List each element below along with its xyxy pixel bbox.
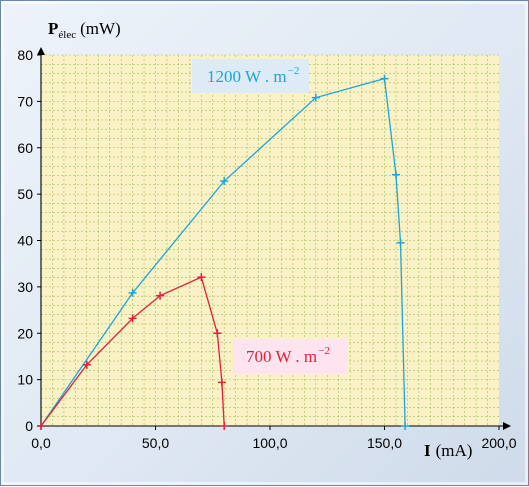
y-tick-label: 60: [17, 140, 33, 156]
data-point: [220, 422, 229, 430]
data-point: [220, 177, 229, 186]
y-tick-label: 30: [17, 279, 33, 295]
svg-text:1200 W . m−2: 1200 W . m−2: [207, 65, 299, 86]
y-tick-label: 10: [17, 372, 33, 388]
y-axis-title-main: P: [48, 19, 58, 38]
series-label-700-exp: −2: [318, 345, 330, 357]
data-point: [213, 329, 222, 338]
series-label-700: 700 W . m−2: [233, 339, 347, 374]
y-axis-arrow: [37, 47, 45, 55]
data-point: [128, 288, 137, 297]
data-point: [156, 291, 165, 300]
x-tick-label: 150,0: [367, 435, 402, 451]
data-point: [217, 378, 226, 387]
data-point: [391, 170, 400, 179]
series-line-1: [40, 276, 225, 427]
x-axis-arrow: [503, 422, 511, 430]
x-axis-title: I (mA): [424, 441, 472, 460]
y-tick-label: 70: [17, 93, 33, 109]
series-label-700-text: 700 W . m: [246, 347, 317, 366]
y-axis-title-unit: (mW): [80, 19, 121, 38]
y-tick-label: 80: [17, 47, 33, 63]
series-label-1200: 1200 W . m−2: [192, 59, 309, 93]
data-point: [197, 273, 206, 282]
series-label-1200-exp: −2: [288, 65, 300, 77]
tick-labels: 0,0 50,0 100,0 150,0 200,0 0 10 20 30 40 50 60 70 80: [17, 47, 516, 451]
y-axis-title-sub: élec: [58, 29, 76, 41]
x-tick-label: 0,0: [31, 435, 51, 451]
y-tick-label: 50: [17, 186, 33, 202]
x-tick-label: 50,0: [142, 435, 169, 451]
data-point: [396, 238, 405, 247]
y-tick-label: 0: [25, 418, 33, 434]
x-tick-label: 100,0: [252, 435, 287, 451]
x-axis-title-unit: (mA): [436, 441, 473, 460]
data-point: [311, 93, 320, 102]
axes: [37, 47, 511, 430]
svg-text:700 W . m−2: 700 W . m−2: [246, 345, 330, 366]
x-axis-title-main: I: [424, 441, 431, 460]
series-line-0: [40, 77, 406, 427]
data-point: [380, 74, 389, 83]
data-point: [82, 360, 91, 369]
series-label-1200-text: 1200 W . m: [207, 67, 287, 86]
y-tick-label: 20: [17, 325, 33, 341]
data-point: [128, 314, 137, 323]
series-layer: [37, 74, 410, 430]
data-point: [401, 422, 410, 430]
x-tick-label: 200,0: [481, 435, 516, 451]
data-point: [37, 422, 45, 430]
y-tick-label: 40: [17, 233, 33, 249]
y-axis-title: Pélec (mW): [48, 19, 121, 41]
